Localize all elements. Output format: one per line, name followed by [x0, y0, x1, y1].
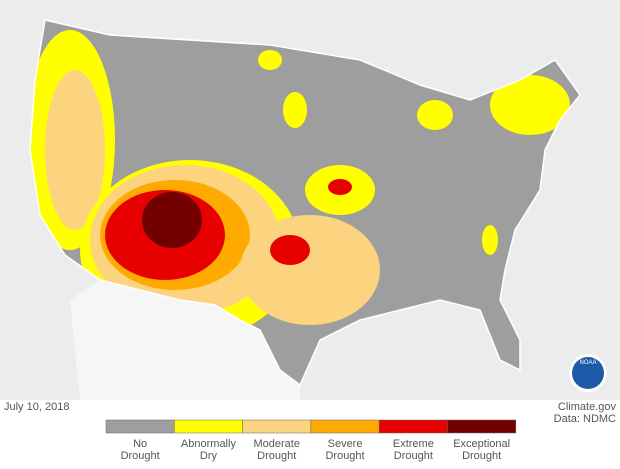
source: Climate.gov — [558, 401, 617, 413]
mexico — [70, 280, 300, 400]
noaa-logo-inner — [572, 357, 604, 389]
legend-label: Drought — [257, 450, 296, 462]
legend-swatch — [105, 419, 175, 434]
date: July 10, 2018 — [4, 401, 69, 413]
legend-swatch — [174, 419, 243, 434]
legend-label: Exceptional — [453, 438, 510, 450]
legend-label: Abnormally — [181, 438, 237, 450]
legend: NoDroughtAbnormallyDryModerateDroughtSev… — [105, 419, 517, 462]
legend-swatch — [242, 419, 312, 434]
us-outline — [29, 19, 581, 387]
legend-label: Drought — [394, 450, 433, 462]
credit: Data: NDMC — [554, 413, 616, 425]
legend-label: Extreme — [393, 438, 434, 450]
legend-swatch — [378, 419, 448, 434]
legend-label: Drought — [325, 450, 364, 462]
legend-label: Drought — [462, 450, 501, 462]
legend-label: No — [133, 438, 147, 450]
legend-label: Drought — [121, 450, 160, 462]
logo-text: NOAA — [579, 360, 596, 366]
legend-swatch — [310, 419, 380, 434]
legend-label: Dry — [200, 450, 218, 462]
legend-swatch — [447, 419, 517, 434]
legend-label: Severe — [328, 438, 363, 450]
legend-label: Moderate — [254, 438, 300, 450]
